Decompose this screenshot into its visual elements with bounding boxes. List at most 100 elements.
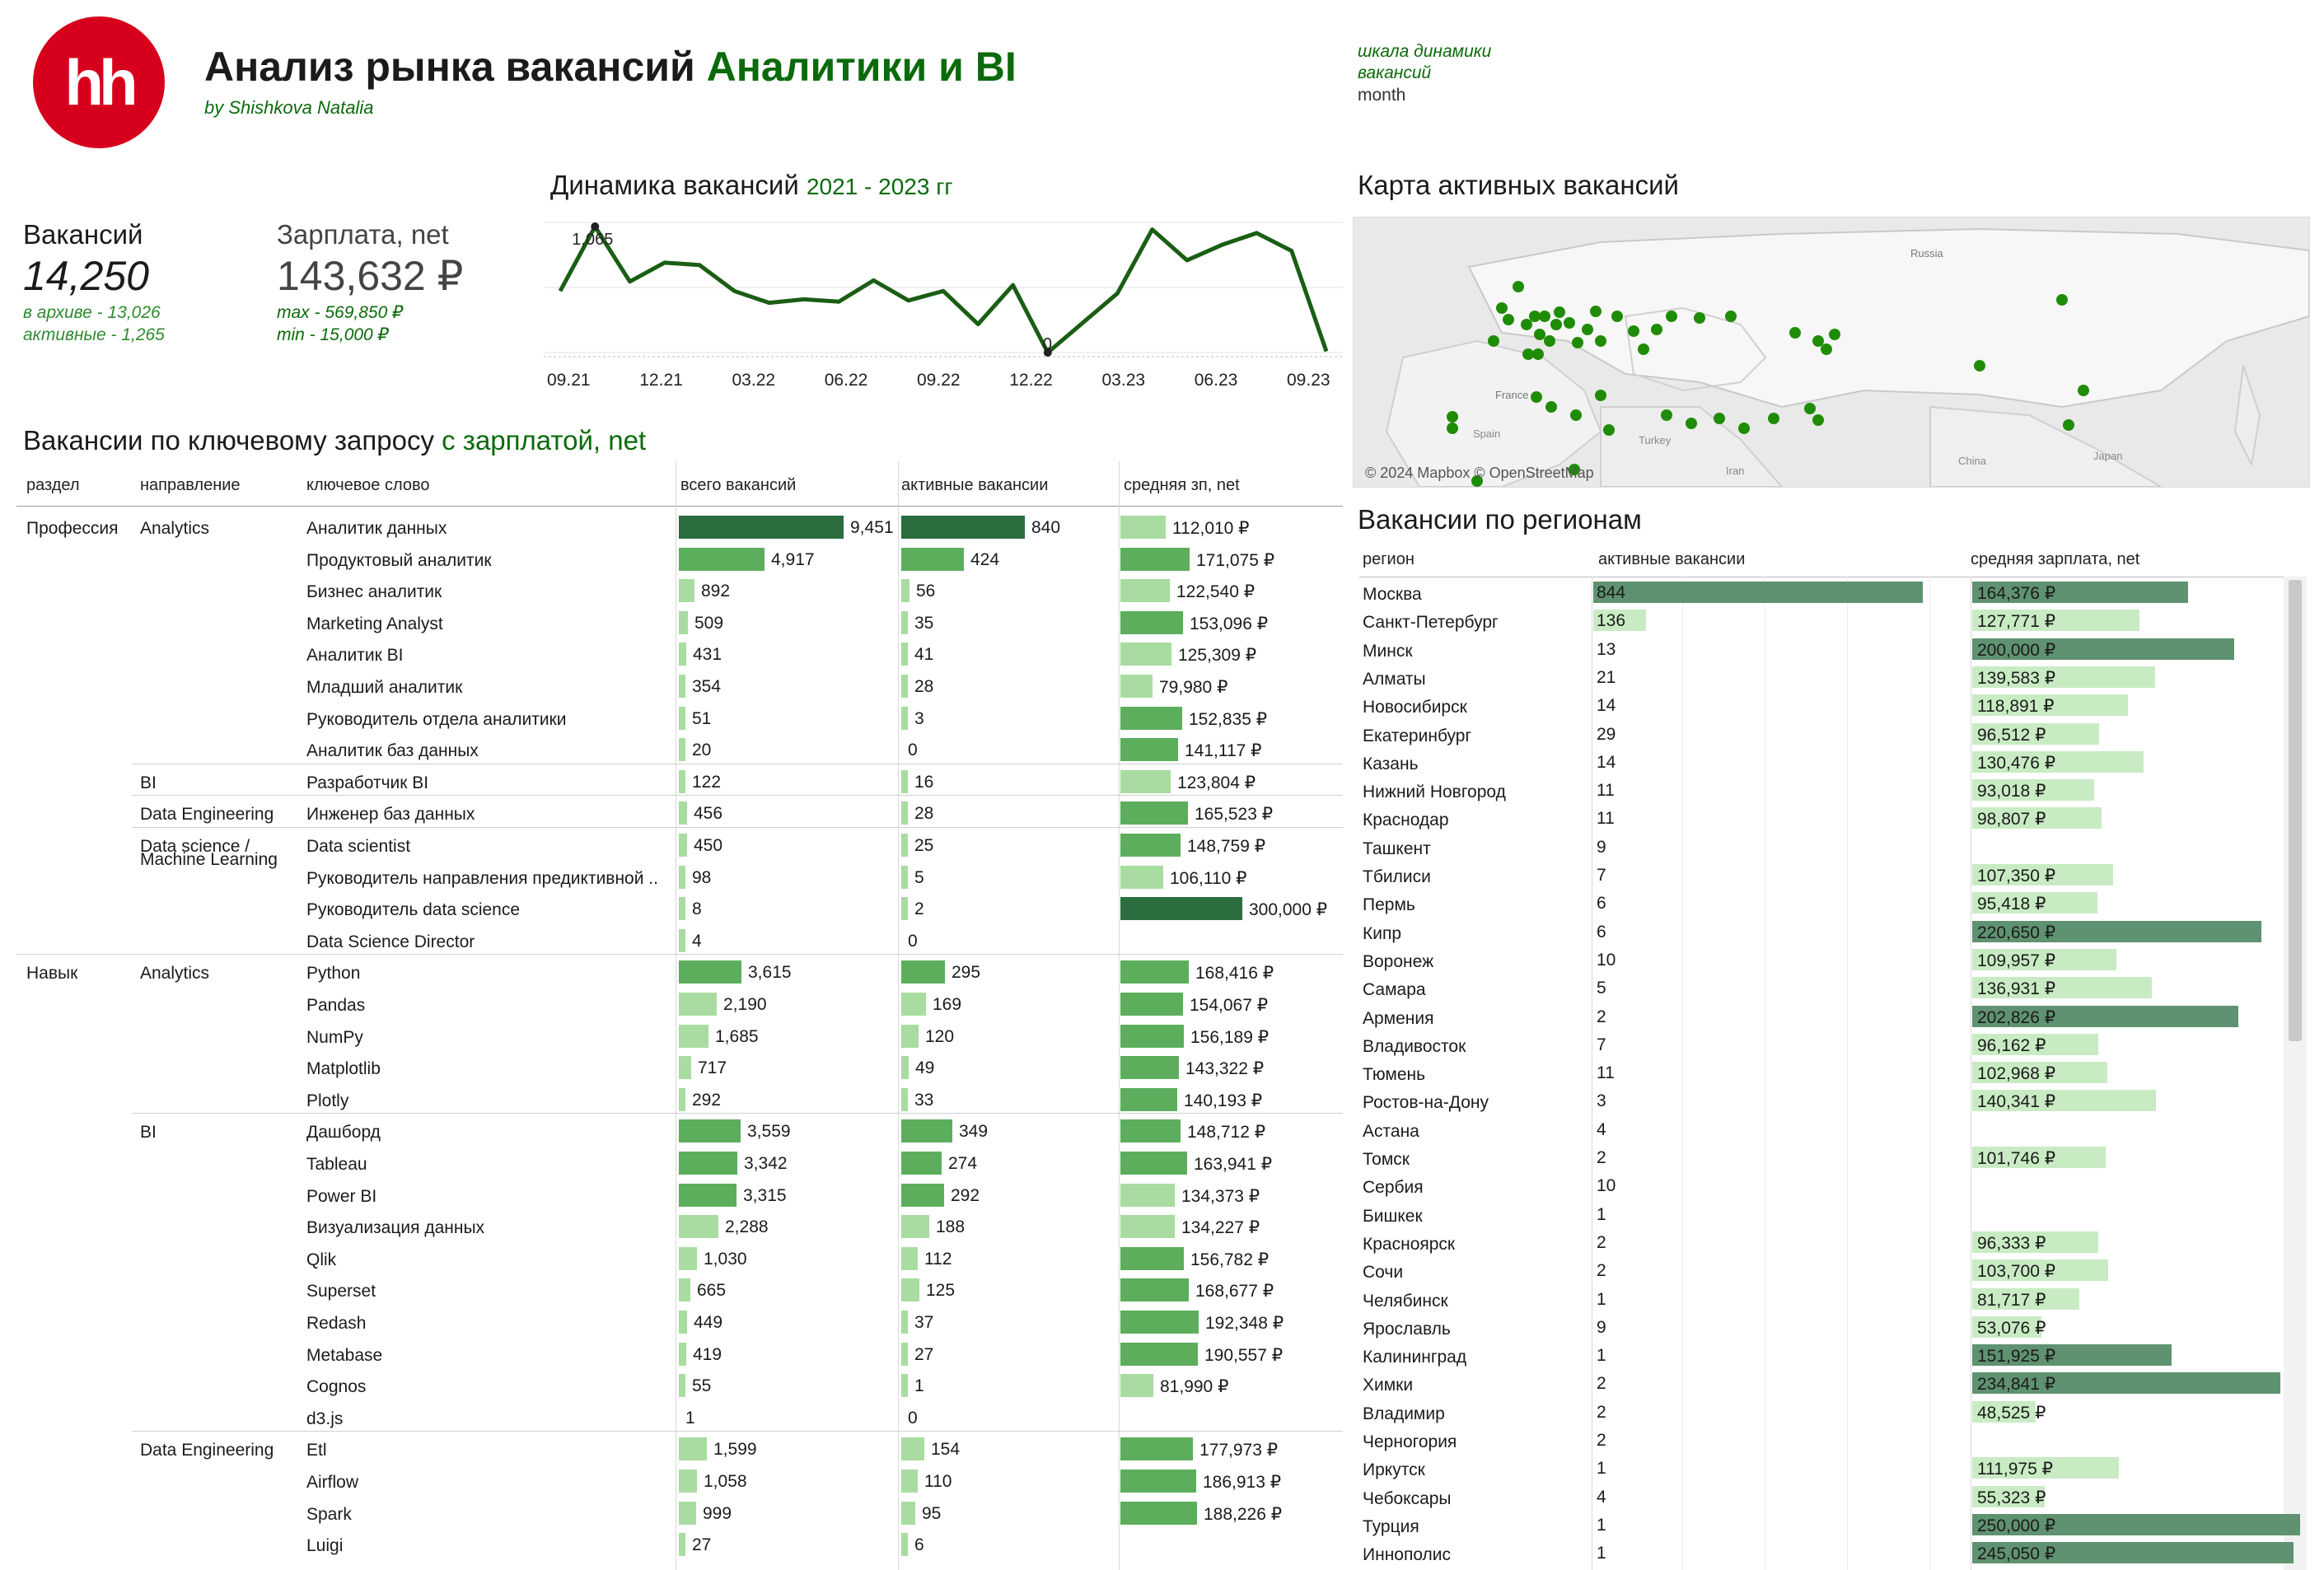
region-salary-bar[interactable]	[1972, 1147, 2106, 1168]
total-bar[interactable]	[679, 928, 685, 952]
region-salary-bar[interactable]	[1972, 1542, 2294, 1564]
region-salary-bar[interactable]	[1972, 1005, 2238, 1027]
active-bar[interactable]	[901, 547, 964, 571]
region-name[interactable]: Бишкек	[1363, 1206, 1423, 1226]
salary-bar[interactable]	[1120, 1246, 1184, 1270]
total-bar[interactable]	[679, 1278, 690, 1302]
map-vacancy-point[interactable]	[1686, 418, 1697, 429]
map-vacancy-point[interactable]	[1564, 317, 1575, 329]
keyword-label[interactable]: Аналитик BI	[306, 646, 404, 666]
total-bar[interactable]	[679, 960, 741, 984]
map-vacancy-point[interactable]	[1572, 337, 1583, 348]
total-bar[interactable]	[679, 1374, 685, 1398]
total-bar[interactable]	[679, 1533, 685, 1557]
region-salary-bar[interactable]	[1972, 948, 2116, 970]
salary-bar[interactable]	[1120, 1087, 1177, 1111]
region-name[interactable]: Владивосток	[1363, 1036, 1466, 1056]
active-bar[interactable]	[901, 642, 908, 666]
map-vacancy-point[interactable]	[1768, 413, 1779, 424]
salary-bar[interactable]	[1120, 1024, 1184, 1048]
total-bar[interactable]	[679, 579, 694, 603]
active-bar[interactable]	[901, 1470, 918, 1493]
region-active-bar[interactable]	[1593, 610, 1646, 632]
salary-bar[interactable]	[1120, 516, 1166, 539]
salary-bar[interactable]	[1120, 1215, 1175, 1239]
region-name[interactable]: Алматы	[1363, 669, 1426, 689]
active-bar[interactable]	[901, 865, 908, 889]
map-vacancy-point[interactable]	[1590, 306, 1602, 317]
active-bar[interactable]	[901, 1056, 909, 1080]
map-vacancy-point[interactable]	[1447, 423, 1458, 434]
keyword-label[interactable]: Младший аналитик	[306, 678, 463, 697]
salary-bar[interactable]	[1120, 801, 1188, 825]
map-vacancy-point[interactable]	[1829, 329, 1840, 340]
region-salary-bar[interactable]	[1972, 779, 2094, 801]
total-bar[interactable]	[679, 1087, 685, 1111]
region-active-bar[interactable]	[1593, 582, 1923, 603]
total-bar[interactable]	[679, 738, 685, 762]
region-name[interactable]: Армения	[1363, 1008, 1434, 1028]
region-scrollbar[interactable]	[2284, 577, 2307, 1570]
region-name[interactable]: Иркутск	[1363, 1460, 1425, 1480]
active-bar[interactable]	[901, 1533, 908, 1557]
map-vacancy-point[interactable]	[1651, 324, 1662, 335]
salary-bar[interactable]	[1120, 1374, 1153, 1398]
region-name[interactable]: Сочи	[1363, 1263, 1404, 1283]
region-name[interactable]: Иннополис	[1363, 1545, 1452, 1565]
keyword-label[interactable]: Руководитель отдела аналитики	[306, 709, 567, 729]
salary-bar[interactable]	[1120, 642, 1171, 666]
active-bar[interactable]	[901, 1119, 952, 1143]
region-name[interactable]: Краснодар	[1363, 811, 1449, 830]
active-bar[interactable]	[901, 610, 908, 634]
active-bar[interactable]	[901, 1501, 915, 1525]
salary-bar[interactable]	[1120, 1183, 1175, 1207]
map-vacancy-point[interactable]	[2063, 419, 2074, 431]
active-bar[interactable]	[901, 1087, 908, 1111]
map-vacancy-point[interactable]	[1569, 464, 1580, 475]
map-vacancy-point[interactable]	[1812, 414, 1824, 426]
keyword-label[interactable]: Airflow	[306, 1473, 359, 1492]
region-salary-bar[interactable]	[1972, 1287, 2079, 1310]
region-salary-bar[interactable]	[1972, 807, 2102, 829]
total-bar[interactable]	[679, 675, 685, 698]
map-vacancy-point[interactable]	[1532, 348, 1544, 360]
keyword-label[interactable]: Разработчик BI	[306, 773, 429, 792]
region-name[interactable]: Воронеж	[1363, 951, 1434, 971]
keyword-label[interactable]: Tableau	[306, 1155, 367, 1174]
salary-bar[interactable]	[1120, 1342, 1198, 1366]
region-name[interactable]: Санкт-Петербург	[1363, 613, 1499, 633]
total-bar[interactable]	[679, 1215, 718, 1239]
region-name[interactable]: Нижний Новгород	[1363, 783, 1506, 802]
salary-bar[interactable]	[1120, 960, 1189, 984]
region-salary-bar[interactable]	[1972, 1062, 2107, 1084]
keyword-label[interactable]: Руководитель data science	[306, 900, 521, 920]
active-bar[interactable]	[901, 960, 945, 984]
active-bar[interactable]	[901, 1437, 924, 1461]
total-bar[interactable]	[679, 1437, 707, 1461]
salary-bar[interactable]	[1120, 769, 1171, 793]
map-vacancy-point[interactable]	[1534, 329, 1545, 340]
keyword-label[interactable]: Metabase	[306, 1345, 383, 1365]
map-vacancy-point[interactable]	[1529, 311, 1541, 322]
map-vacancy-point[interactable]	[1582, 324, 1593, 335]
salary-bar[interactable]	[1120, 579, 1170, 603]
active-bar[interactable]	[901, 516, 1025, 539]
map-vacancy-point[interactable]	[1804, 403, 1816, 414]
active-bar[interactable]	[901, 993, 926, 1016]
total-bar[interactable]	[679, 993, 717, 1016]
region-name[interactable]: Астана	[1363, 1121, 1419, 1141]
region-name[interactable]: Самара	[1363, 980, 1426, 1000]
map-vacancy-point[interactable]	[1554, 306, 1565, 318]
keyword-label[interactable]: Аналитик данных	[306, 519, 447, 538]
region-name[interactable]: Красноярск	[1363, 1234, 1456, 1254]
region-name[interactable]: Чебоксары	[1363, 1488, 1452, 1508]
region-name[interactable]: Черногория	[1363, 1432, 1457, 1451]
region-name[interactable]: Казань	[1363, 754, 1419, 773]
total-bar[interactable]	[679, 1311, 687, 1334]
total-bar[interactable]	[679, 642, 686, 666]
region-name[interactable]: Томск	[1363, 1150, 1410, 1169]
total-bar[interactable]	[679, 1183, 736, 1207]
map-vacancy-point[interactable]	[1503, 314, 1514, 325]
salary-bar[interactable]	[1120, 865, 1163, 889]
keyword-label[interactable]: Superset	[306, 1282, 376, 1301]
